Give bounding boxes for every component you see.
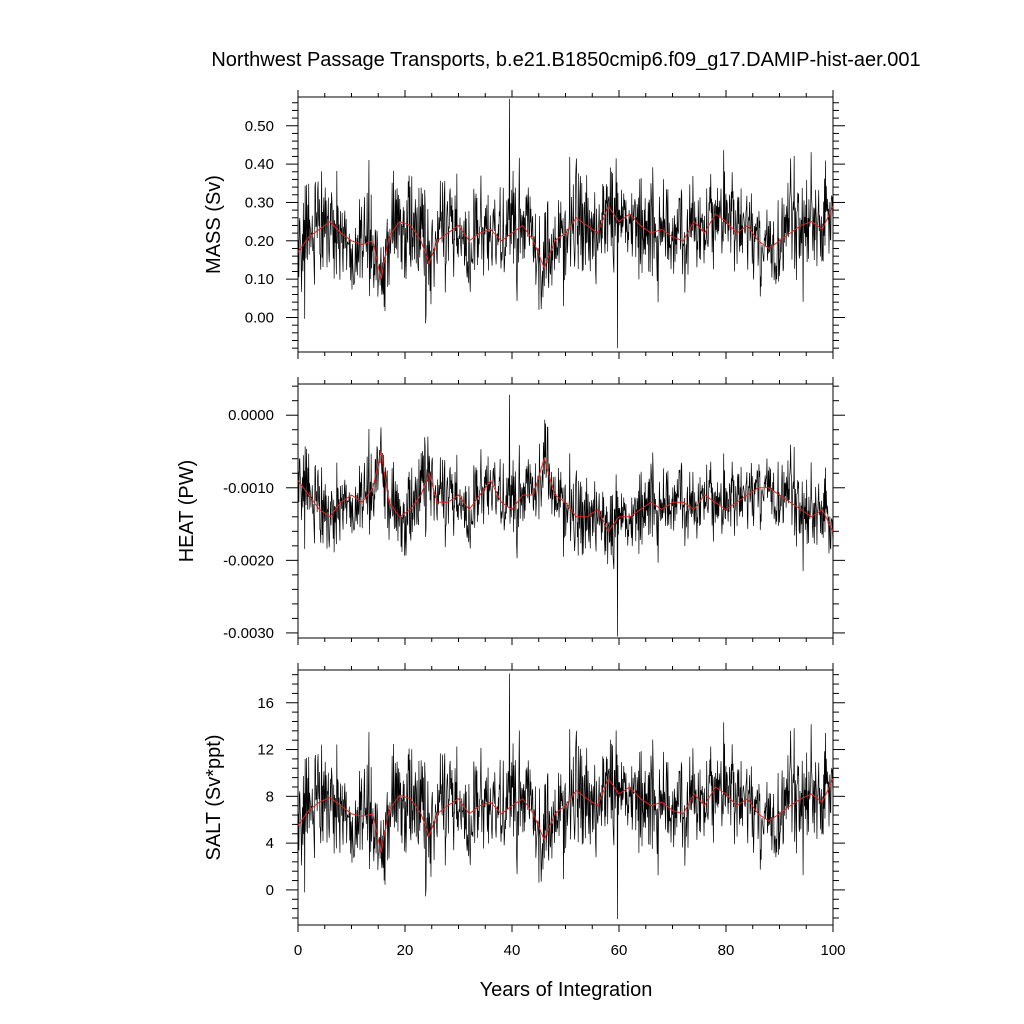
mass-y-tick-label: 0.20 <box>245 233 274 250</box>
mass-panel: 0.00 0.10 0.20 0.30 0.40 0.50 MASS (Sv) <box>203 90 845 359</box>
heat-y-tick-label: -0.0030 <box>223 625 274 642</box>
salt-raw-series <box>297 673 834 920</box>
x-axis-label: Years of Integration <box>480 979 653 1001</box>
salt-y-tick-label: 12 <box>257 742 274 759</box>
mass-y-tick-label: 0.40 <box>245 156 274 173</box>
salt-y-tick-label: 0 <box>266 882 274 899</box>
heat-y-axis-label: HEAT (PW) <box>176 460 198 563</box>
salt-x-tick-label: 0 <box>294 942 302 959</box>
mass-y-tick-label: 0.00 <box>245 309 274 326</box>
salt-x-tick-label: 80 <box>718 942 735 959</box>
heat-y-tick-label: -0.0020 <box>223 552 274 569</box>
mass-smoothed-series <box>297 205 834 280</box>
heat-y-tick-label: 0.0000 <box>228 407 274 424</box>
mass-raw-series <box>297 98 834 349</box>
heat-panel: -0.0030 -0.0020 -0.0010 0.0000 HEAT (PW) <box>176 377 845 645</box>
mass-y-axis-label: MASS (Sv) <box>203 175 225 274</box>
mass-y-tick-label: 0.50 <box>245 118 274 135</box>
salt-y-axis-label: SALT (Sv*ppt) <box>203 735 225 861</box>
heat-y-tick-label: -0.0010 <box>223 480 274 497</box>
salt-smoothed-series <box>297 777 834 853</box>
salt-y-tick-label: 8 <box>266 788 274 805</box>
mass-y-tick-label: 0.10 <box>245 271 274 288</box>
salt-y-tick-label: 16 <box>257 695 274 712</box>
salt-x-tick-label: 100 <box>820 942 845 959</box>
salt-y-tick-label: 4 <box>266 835 274 852</box>
figure-title: Northwest Passage Transports, b.e21.B185… <box>211 49 920 71</box>
heat-raw-series <box>297 394 834 637</box>
heat-smoothed-series <box>297 451 834 533</box>
mass-y-tick-label: 0.30 <box>245 194 274 211</box>
salt-x-tick-label: 20 <box>397 942 414 959</box>
salt-x-tick-label: 40 <box>504 942 521 959</box>
salt-panel: 0 20 40 60 80 100 0 4 8 12 16 SALT (Sv*ppt) <box>203 663 846 959</box>
salt-x-tick-label: 60 <box>611 942 628 959</box>
